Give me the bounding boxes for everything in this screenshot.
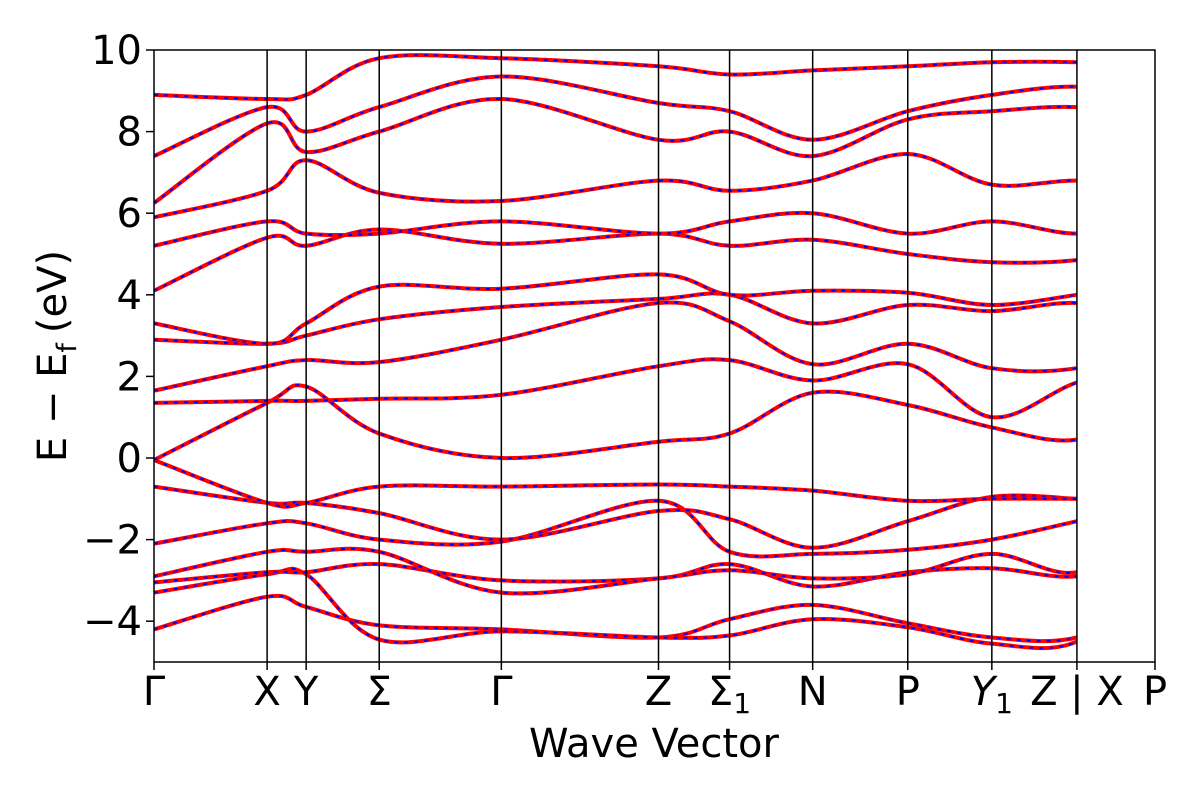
high-symmetry-lines (266, 50, 1078, 662)
y-tick-label: 0 (117, 436, 142, 482)
y-tick-label: 4 (117, 273, 142, 319)
band-dash-16 (154, 75, 1077, 158)
y-tick-label: 2 (117, 354, 142, 400)
band-dash-4 (154, 499, 1078, 558)
x-tick-label: Y1 (971, 669, 1013, 720)
y-axis-label-sub: f (52, 342, 83, 353)
band-dash-6 (154, 459, 1077, 508)
band-line-10 (154, 291, 1078, 346)
band-dash-11 (154, 273, 1078, 345)
y-tick-label: 6 (117, 191, 142, 237)
y-axis-label-unit: (eV) (30, 250, 76, 333)
x-tick-label: Γ (143, 669, 166, 715)
x-tick-label: N (798, 669, 828, 715)
plot-frame (153, 49, 1156, 663)
x-tick-label: Σ (367, 669, 392, 715)
x-tick-label: Γ (490, 669, 513, 715)
x-tick-label: Y (293, 669, 319, 715)
band-dash-14 (154, 152, 1077, 219)
band-dash-0 (154, 594, 1078, 643)
band-dash-15 (154, 97, 1077, 204)
x-tick-label: Σ1 (708, 669, 751, 720)
y-axis-label-main: E − E (30, 353, 76, 463)
band-line-3 (154, 546, 1078, 596)
band-dash-13 (154, 211, 1077, 247)
band-dash-17 (154, 54, 1077, 101)
x-tick-label: X (253, 669, 280, 715)
x-tick-label: P (1143, 669, 1167, 715)
x-tick-label: Z | X (1030, 669, 1124, 715)
y-tick-label: −2 (83, 518, 142, 564)
band-dash-2 (154, 562, 1077, 588)
x-tick-label: P (896, 669, 920, 715)
x-tick-label: Z (645, 669, 672, 715)
band-dash-9 (154, 301, 1078, 392)
y-axis-label: E − Ef (eV) (30, 250, 83, 462)
band-dash-7 (154, 384, 1078, 461)
band-line-1 (154, 566, 1078, 651)
band-dash-8 (154, 358, 1078, 419)
y-tick-label: 10 (91, 28, 142, 74)
x-axis-label: Wave Vector (529, 721, 780, 767)
y-tick-label: −4 (83, 599, 142, 645)
y-tick-label: 8 (117, 110, 142, 156)
y-axis: −4 −2 0 2 4 6 8 10 (83, 28, 154, 645)
x-axis: Γ X Y Σ Γ Z Σ1 N P Y1 Z | X P (143, 662, 1167, 720)
